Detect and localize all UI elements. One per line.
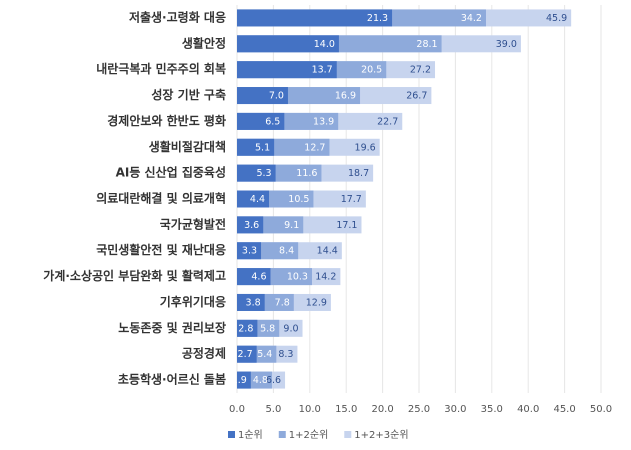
y-tick-label: 가계·소상공인 부담완화 및 활력제고 (43, 268, 226, 283)
data-label: 14.4 (317, 246, 338, 257)
bar (237, 268, 271, 286)
y-tick-label: 국가균형발전 (160, 216, 226, 231)
data-label: 5.4 (257, 349, 272, 360)
y-tick-label: 성장 기반 구축 (151, 87, 226, 102)
data-label: 14.0 (314, 39, 335, 50)
bar (237, 216, 264, 234)
x-tick-label: 5.0 (265, 404, 281, 415)
bar (237, 35, 339, 53)
legend-label: 1순위 (238, 428, 263, 441)
bar (237, 9, 393, 27)
bar (237, 112, 285, 130)
data-label: 9.0 (283, 323, 298, 334)
data-label: 21.3 (367, 13, 388, 24)
data-label: 26.7 (406, 91, 427, 102)
x-tick-label: 25.0 (408, 404, 430, 415)
x-tick-label: 15.0 (335, 404, 357, 415)
bar (237, 345, 257, 363)
data-label: 17.7 (341, 194, 362, 205)
x-tick-label: 35.0 (481, 404, 503, 415)
data-label: 13.7 (312, 65, 333, 76)
data-label: 20.5 (361, 65, 382, 76)
y-tick-label: 생활비절감대책 (149, 139, 226, 154)
y-tick-label: 노동존중 및 권리보장 (118, 320, 226, 335)
data-label: 4.6 (251, 272, 266, 283)
x-tick-label: 30.0 (444, 404, 466, 415)
data-label: 16.9 (335, 91, 356, 102)
data-label: 19.6 (355, 142, 376, 153)
data-label: 5.1 (255, 142, 270, 153)
x-tick-label: 20.0 (371, 404, 393, 415)
data-label: 10.3 (287, 272, 308, 283)
data-label: 1.9 (232, 375, 247, 386)
y-tick-label: 초등학생·어르신 돌봄 (118, 372, 226, 387)
data-label: 10.5 (288, 194, 309, 205)
y-tick-label: AI등 신산업 집중육성 (116, 165, 226, 180)
data-label: 6.6 (266, 375, 281, 386)
data-label: 2.7 (238, 349, 253, 360)
data-label: 3.8 (246, 297, 261, 308)
data-label: 11.6 (296, 168, 317, 179)
data-label: 4.4 (250, 194, 265, 205)
data-label: 4.8 (253, 375, 268, 386)
data-label: 3.6 (244, 220, 259, 231)
y-tick-label: 내란극복과 민주주의 회복 (96, 61, 226, 76)
bar (237, 164, 276, 182)
data-label: 8.4 (279, 246, 294, 257)
legend-label: 1+2+3순위 (354, 428, 408, 441)
data-label: 22.7 (377, 116, 398, 127)
y-tick-label: 의료대란해결 및 의료개혁 (96, 191, 226, 206)
bar (237, 293, 265, 311)
data-label: 34.2 (461, 13, 482, 24)
data-label: 14.2 (315, 272, 336, 283)
data-label: 8.3 (278, 349, 293, 360)
x-tick-label: 10.0 (299, 404, 321, 415)
data-label: 2.8 (238, 323, 253, 334)
y-tick-label: 국민생활안전 및 재난대응 (96, 242, 226, 257)
data-label: 12.7 (304, 142, 325, 153)
data-label: 5.8 (260, 323, 275, 334)
data-label: 5.3 (256, 168, 271, 179)
legend-swatch (278, 431, 286, 438)
legend-swatch (344, 431, 352, 438)
bar (237, 319, 258, 337)
data-label: 3.3 (242, 246, 257, 257)
bar (237, 190, 270, 208)
bar (237, 138, 275, 156)
data-label: 12.9 (306, 297, 327, 308)
y-tick-label: 경제안보와 한반도 평화 (107, 113, 226, 128)
legend-swatch (228, 431, 235, 438)
y-tick-label: 생활안정 (182, 35, 226, 50)
y-tick-label: 기후위기대응 (160, 294, 226, 309)
y-tick-label: 공정경제 (182, 346, 226, 361)
data-label: 39.0 (496, 39, 517, 50)
data-label: 27.2 (410, 65, 431, 76)
data-label: 17.1 (336, 220, 357, 231)
bar (237, 87, 288, 105)
data-label: 9.1 (284, 220, 299, 231)
data-label: 13.9 (313, 116, 334, 127)
data-label: 7.0 (269, 91, 284, 102)
y-tick-label: 저출생·고령화 대응 (129, 9, 226, 24)
data-label: 28.1 (416, 39, 437, 50)
data-label: 45.9 (546, 13, 567, 24)
data-label: 6.5 (265, 116, 280, 127)
bar (237, 242, 262, 260)
bar (237, 371, 251, 389)
data-label: 18.7 (348, 168, 369, 179)
x-tick-label: 40.0 (517, 404, 539, 415)
x-tick-label: 50.0 (590, 404, 612, 415)
bar (237, 61, 337, 79)
data-label: 7.8 (275, 297, 290, 308)
x-tick-label: 0.0 (229, 404, 245, 415)
legend-label: 1+2순위 (289, 428, 329, 441)
x-tick-label: 45.0 (553, 404, 575, 415)
